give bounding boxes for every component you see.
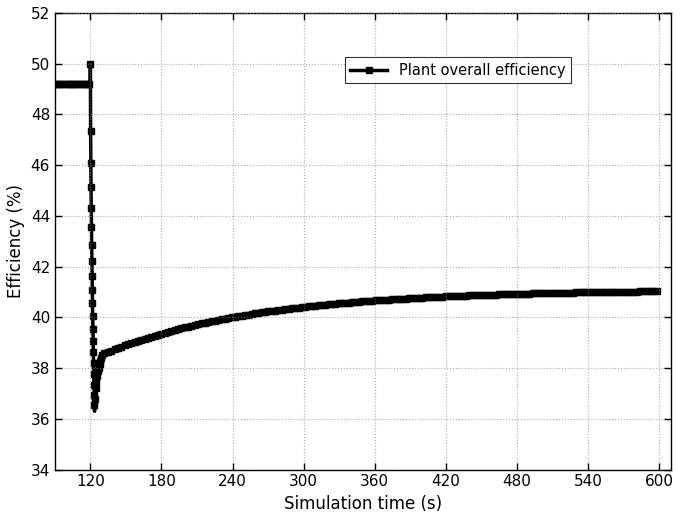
Plant overall efficiency [655,288,663,294]
X-axis label: Simulation time (s): Simulation time (s) [284,495,442,513]
Line: Plant overall efficiency: Plant overall efficiency [52,61,662,414]
Legend: Plant overall efficiency: Plant overall efficiency [344,57,571,83]
Plant overall efficiency [648,288,656,294]
Plant overall efficiency [114,345,122,351]
Y-axis label: Efficiency (%): Efficiency (%) [7,184,25,298]
Plant overall efficiency [393,296,401,302]
Plant overall efficiency [533,290,542,296]
Plant overall efficiency [87,60,95,67]
Plant overall efficiency [70,81,78,87]
Plant overall efficiency [91,408,99,414]
Plant overall efficiency [50,81,59,87]
Plant overall efficiency [357,298,365,305]
